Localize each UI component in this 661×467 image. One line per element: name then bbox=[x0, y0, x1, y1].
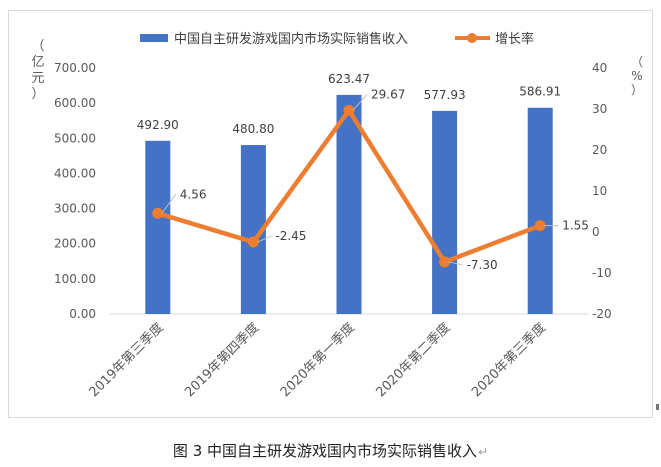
y-left-axis-label: 亿 bbox=[31, 55, 44, 70]
x-tick-label: 2020年第一季度 bbox=[277, 320, 358, 401]
x-tick-label: 2019年第三季度 bbox=[86, 320, 167, 401]
growth-data-label: -7.30 bbox=[467, 258, 498, 272]
scroll-mark bbox=[656, 404, 659, 410]
growth-data-label: -2.45 bbox=[275, 229, 306, 243]
legend-bar-swatch bbox=[140, 34, 168, 42]
y-left-axis-label: ） bbox=[31, 87, 44, 102]
bar-data-label: 623.47 bbox=[328, 72, 370, 86]
y-right-tick-label: 0 bbox=[592, 225, 600, 239]
y-right-axis-label: % bbox=[631, 69, 642, 83]
bar-data-label: 492.90 bbox=[137, 118, 179, 132]
chart: 0.00 100.00 200.00 300.00 400.00 500.00 600.00… bbox=[31, 31, 643, 401]
return-glyph: ↵ bbox=[478, 445, 489, 459]
growth-data-label: 4.56 bbox=[180, 187, 207, 201]
y-left-tick-label: 300.00 bbox=[54, 202, 96, 216]
growth-point bbox=[247, 236, 259, 248]
growth-point bbox=[152, 207, 164, 219]
growth-label-leader bbox=[352, 94, 368, 111]
y-left-tick-label: 200.00 bbox=[54, 237, 96, 251]
bar-data-label: 586.91 bbox=[519, 85, 561, 99]
y-left-tick-label: 0.00 bbox=[69, 307, 96, 321]
y-left-axis-label: 元 bbox=[31, 71, 44, 86]
x-tick-label: 2020年第二季度 bbox=[373, 320, 454, 401]
growth-point bbox=[439, 256, 451, 268]
growth-point bbox=[343, 104, 355, 116]
y-left-tick-label: 400.00 bbox=[54, 166, 96, 180]
x-tick-label: 2019年第四季度 bbox=[182, 320, 263, 401]
y-right-tick-label: -20 bbox=[592, 307, 612, 321]
y-left-tick-label: 600.00 bbox=[54, 96, 96, 110]
bar bbox=[145, 140, 171, 314]
legend-line-marker bbox=[467, 33, 477, 43]
y-right-axis-label: （ bbox=[631, 55, 643, 69]
y-right-tick-label: 40 bbox=[592, 61, 607, 75]
legend-bar-label: 中国自主研发游戏国内市场实际销售收入 bbox=[174, 31, 408, 47]
legend-line-label: 增长率 bbox=[495, 31, 534, 47]
y-right-tick-label: 30 bbox=[592, 102, 607, 116]
bar-data-label: 577.93 bbox=[424, 88, 466, 102]
y-left-axis-label: （ bbox=[31, 39, 44, 54]
growth-label-leader bbox=[257, 235, 272, 243]
bar bbox=[432, 110, 458, 314]
bar bbox=[336, 94, 362, 314]
figure-caption: 图 3 中国自主研发游戏国内市场实际销售收入↵ bbox=[0, 440, 661, 461]
y-right-axis-label: ） bbox=[631, 83, 643, 97]
x-tick-label: 2020年第三季度 bbox=[468, 320, 549, 401]
caption-text: 图 3 中国自主研发游戏国内市场实际销售收入 bbox=[172, 442, 478, 460]
y-left-tick-label: 100.00 bbox=[54, 272, 96, 286]
growth-point bbox=[534, 220, 546, 232]
bar bbox=[527, 107, 553, 314]
bar-data-label: 480.80 bbox=[232, 122, 274, 136]
y-left-tick-label: 500.00 bbox=[54, 131, 96, 145]
y-right-tick-label: 10 bbox=[592, 184, 607, 198]
growth-label-leader bbox=[161, 194, 177, 214]
growth-data-label: 29.67 bbox=[371, 87, 405, 101]
y-left-tick-label: 700.00 bbox=[54, 61, 96, 75]
growth-data-label: 1.55 bbox=[562, 219, 589, 233]
y-right-tick-label: 20 bbox=[592, 143, 607, 157]
growth-label-leader bbox=[448, 261, 463, 266]
y-right-tick-label: -10 bbox=[592, 266, 612, 280]
